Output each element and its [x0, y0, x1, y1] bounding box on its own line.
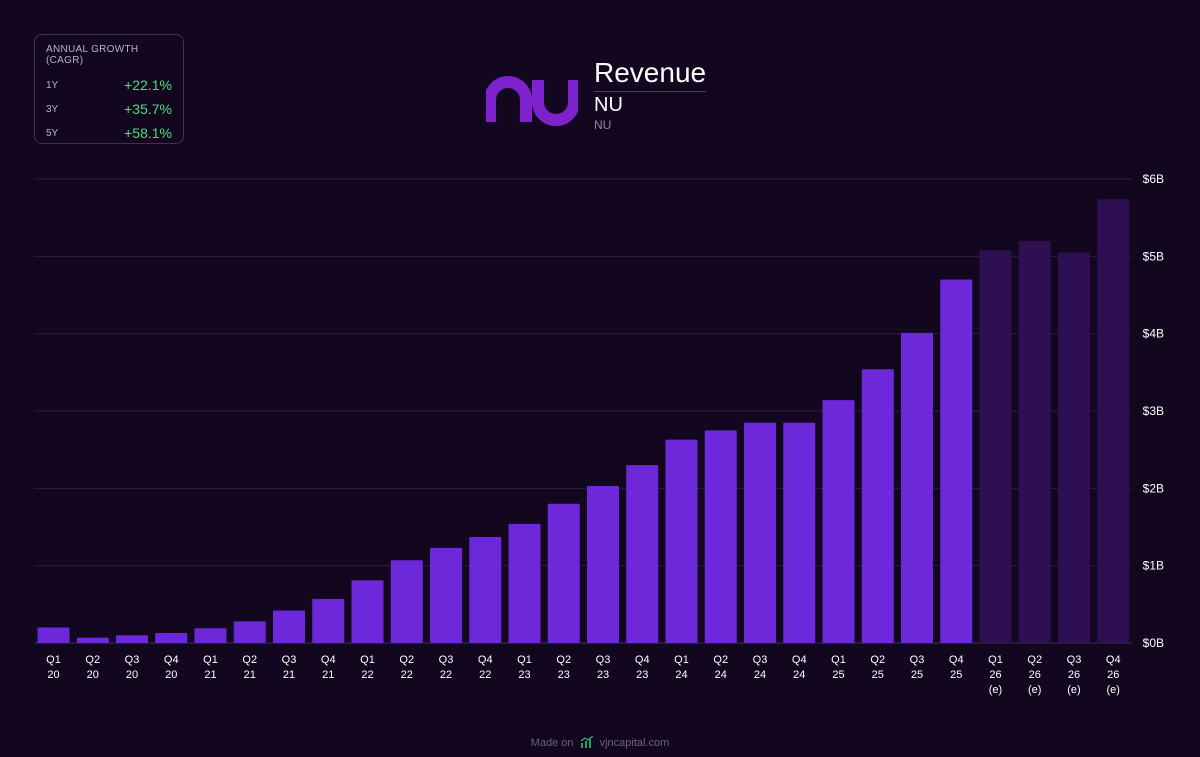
- x-tick-label: Q3 21: [282, 654, 297, 681]
- revenue-bar[interactable]: [861, 369, 894, 643]
- x-tick-label: Q4 20: [164, 654, 179, 681]
- y-tick-label: $5B: [1143, 249, 1164, 263]
- cagr-value: +22.1%: [124, 77, 172, 93]
- cagr-period: 3Y: [46, 103, 59, 115]
- y-tick-label: $6B: [1143, 172, 1164, 186]
- x-tick-label: Q2 25: [870, 654, 885, 681]
- revenue-bar[interactable]: [822, 400, 855, 643]
- revenue-bar[interactable]: [587, 486, 619, 643]
- x-tick-label: Q3 26 (e): [1067, 654, 1082, 696]
- revenue-bar[interactable]: [744, 422, 776, 643]
- x-tick-label: Q1 24: [674, 654, 689, 681]
- x-tick-label: Q1 20: [46, 654, 61, 681]
- cagr-value: +35.7%: [124, 101, 172, 117]
- x-tick-label: Q2 21: [242, 654, 257, 681]
- y-tick-label: $4B: [1143, 327, 1164, 341]
- x-tick-label: Q1 22: [360, 654, 375, 681]
- revenue-bar[interactable]: [233, 621, 266, 643]
- revenue-bar[interactable]: [312, 598, 345, 643]
- estimate-bar[interactable]: [1097, 199, 1130, 643]
- cagr-panel: ANNUAL GROWTH (CAGR) 1Y +22.1% 3Y +35.7%…: [34, 34, 184, 144]
- revenue-bar[interactable]: [194, 628, 227, 643]
- cagr-row-3y: 3Y +35.7%: [46, 97, 172, 121]
- cagr-title: ANNUAL GROWTH (CAGR): [46, 44, 139, 66]
- revenue-bar[interactable]: [273, 610, 305, 643]
- x-tick-label: Q2 23: [556, 654, 571, 681]
- cagr-period: 5Y: [46, 127, 59, 139]
- cagr-row-1y: 1Y +22.1%: [46, 73, 172, 97]
- ticker: NU: [594, 94, 623, 116]
- footer-made-on: Made on: [530, 737, 574, 749]
- revenue-bar[interactable]: [547, 503, 580, 643]
- revenue-bar[interactable]: [508, 523, 541, 643]
- x-tick-label: Q1 26 (e): [988, 654, 1003, 696]
- y-tick-label: $0B: [1143, 636, 1164, 650]
- revenue-bar[interactable]: [901, 332, 933, 643]
- revenue-bar[interactable]: [469, 537, 502, 643]
- x-tick-label: Q2 26 (e): [1027, 654, 1042, 696]
- y-tick-label: $2B: [1143, 481, 1164, 495]
- estimate-bar[interactable]: [1018, 240, 1051, 643]
- x-tick-label: Q3 24: [753, 654, 768, 681]
- revenue-bar[interactable]: [390, 560, 423, 643]
- x-tick-label: Q3 20: [125, 654, 140, 681]
- x-tick-label: Q2 20: [85, 654, 100, 681]
- revenue-bar[interactable]: [626, 465, 659, 643]
- cagr-value: +58.1%: [124, 125, 172, 141]
- revenue-bar[interactable]: [155, 632, 188, 643]
- x-tick-label: Q1 25: [831, 654, 846, 681]
- revenue-bar[interactable]: [665, 439, 698, 643]
- x-tick-label: Q4 25: [949, 654, 964, 681]
- x-tick-label: Q1 23: [517, 654, 532, 681]
- x-tick-label: Q2 22: [399, 654, 414, 681]
- revenue-bar[interactable]: [940, 279, 973, 643]
- footer: Made on vjncapital.com: [0, 735, 1200, 749]
- x-tick-label: Q1 21: [203, 654, 218, 681]
- ticker-sub: NU: [594, 118, 612, 132]
- chart-title: Revenue: [594, 56, 707, 92]
- revenue-bar[interactable]: [351, 580, 384, 643]
- revenue-bar[interactable]: [76, 637, 109, 643]
- nu-logo-icon: [486, 76, 578, 126]
- x-tick-label: Q4 21: [321, 654, 336, 681]
- x-tick-label: Q2 24: [713, 654, 728, 681]
- x-tick-label: Q4 23: [635, 654, 650, 681]
- revenue-bar[interactable]: [116, 635, 148, 643]
- footer-site-link[interactable]: vjncapital.com: [599, 737, 670, 749]
- revenue-bar[interactable]: [704, 430, 737, 643]
- x-tick-label: Q3 23: [596, 654, 611, 681]
- cagr-row-5y: 5Y +58.1%: [46, 121, 172, 145]
- revenue-bar[interactable]: [37, 627, 70, 643]
- estimate-bar[interactable]: [979, 250, 1012, 643]
- y-tick-label: $1B: [1143, 559, 1164, 573]
- estimate-bar[interactable]: [1058, 252, 1090, 643]
- x-tick-label: Q3 25: [910, 654, 925, 681]
- title-block: Revenue NU NU: [594, 56, 707, 132]
- y-tick-label: $3B: [1143, 404, 1164, 418]
- chart-trend-icon: [580, 735, 594, 748]
- cagr-period: 1Y: [46, 79, 59, 91]
- revenue-bar[interactable]: [783, 422, 816, 643]
- x-tick-label: Q4 22: [478, 654, 493, 681]
- x-tick-label: Q3 22: [439, 654, 454, 681]
- x-tick-label: Q4 24: [792, 654, 807, 681]
- revenue-bar[interactable]: [430, 547, 462, 643]
- x-tick-label: Q4 26 (e): [1106, 654, 1121, 696]
